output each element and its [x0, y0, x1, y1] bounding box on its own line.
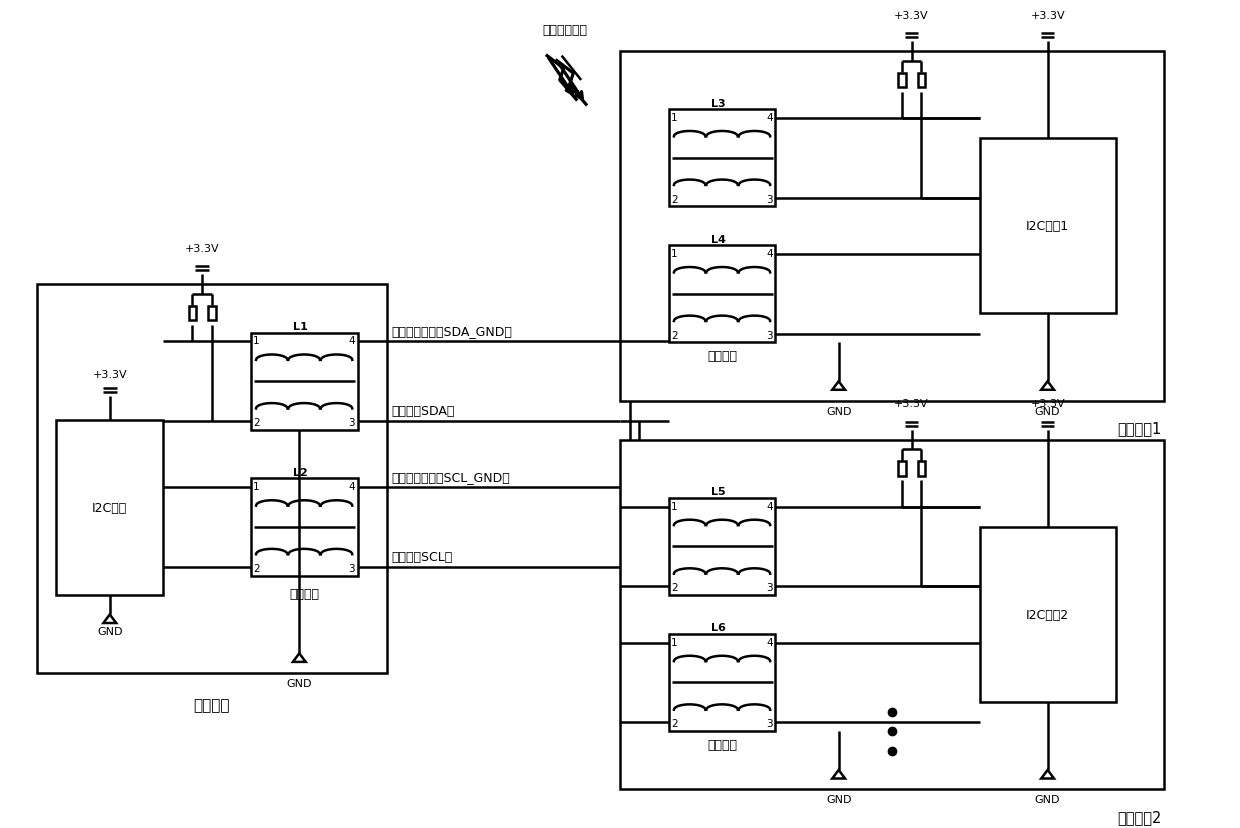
Bar — [668, 246, 775, 343]
Text: +3.3V: +3.3V — [894, 399, 929, 409]
Text: 2: 2 — [671, 719, 677, 729]
Text: +3.3V: +3.3V — [93, 370, 126, 380]
Text: +3.3V: +3.3V — [185, 243, 219, 253]
Text: 3: 3 — [348, 417, 355, 427]
Text: 1: 1 — [253, 336, 259, 346]
Text: 从机设备1: 从机设备1 — [1117, 421, 1162, 436]
Text: +3.3V: +3.3V — [894, 11, 929, 21]
Text: I2C从机1: I2C从机1 — [1025, 220, 1069, 233]
Bar — [250, 333, 357, 431]
Bar — [620, 51, 1164, 402]
Text: 4: 4 — [766, 501, 773, 511]
Text: L1: L1 — [294, 322, 309, 332]
Bar — [188, 306, 196, 321]
Text: 1: 1 — [671, 637, 677, 647]
Bar — [918, 462, 925, 476]
Text: 4: 4 — [348, 482, 355, 492]
Text: 2: 2 — [253, 417, 259, 427]
Bar — [668, 634, 775, 731]
Text: 1: 1 — [671, 248, 677, 258]
Text: I2C从机2: I2C从机2 — [1025, 609, 1069, 621]
Text: 3: 3 — [766, 583, 773, 593]
Text: GND: GND — [826, 794, 852, 804]
Text: 1: 1 — [671, 113, 677, 123]
Text: L2: L2 — [294, 467, 309, 478]
Text: 3: 3 — [766, 330, 773, 340]
Bar — [620, 440, 1164, 789]
Text: 共模电感: 共模电感 — [707, 349, 737, 363]
Text: 从机设备2: 从机设备2 — [1117, 809, 1162, 824]
Text: L6: L6 — [712, 623, 727, 633]
Text: GND: GND — [97, 626, 123, 636]
Text: GND: GND — [286, 678, 312, 688]
Bar — [37, 285, 387, 673]
Text: 时钟线信号地（SCL_GND）: 时钟线信号地（SCL_GND） — [392, 470, 511, 484]
Text: 4: 4 — [348, 336, 355, 346]
Text: L3: L3 — [712, 99, 725, 108]
Text: 3: 3 — [348, 563, 355, 573]
Text: 数据线信号地（SDA_GND）: 数据线信号地（SDA_GND） — [392, 325, 512, 338]
Bar — [668, 110, 775, 207]
Text: +3.3V: +3.3V — [1030, 11, 1065, 21]
Text: L4: L4 — [712, 234, 727, 244]
Text: 3: 3 — [766, 719, 773, 729]
Text: 共模电感: 共模电感 — [707, 738, 737, 751]
Bar — [668, 498, 775, 595]
Bar — [208, 306, 216, 321]
Text: 4: 4 — [766, 113, 773, 123]
Text: GND: GND — [826, 406, 852, 416]
Text: 2: 2 — [671, 583, 677, 593]
Text: 时钟线（SCL）: 时钟线（SCL） — [392, 551, 453, 563]
Text: 1: 1 — [253, 482, 259, 492]
Text: GND: GND — [1035, 406, 1060, 416]
Bar — [898, 462, 905, 476]
Bar — [980, 527, 1116, 702]
Text: 共模电感: 共模电感 — [289, 587, 319, 600]
Text: L5: L5 — [712, 487, 725, 497]
Text: +3.3V: +3.3V — [1030, 399, 1065, 409]
Bar — [898, 74, 905, 88]
Bar — [918, 74, 925, 88]
Text: 4: 4 — [766, 248, 773, 258]
Text: 3: 3 — [766, 195, 773, 205]
Text: 2: 2 — [253, 563, 259, 573]
Bar — [250, 479, 357, 576]
Text: 2: 2 — [671, 195, 677, 205]
Text: I2C主机: I2C主机 — [92, 502, 128, 514]
Text: 2: 2 — [671, 330, 677, 340]
Text: 主机设备: 主机设备 — [193, 697, 231, 712]
Text: GND: GND — [1035, 794, 1060, 804]
Bar — [56, 421, 164, 595]
Text: 1: 1 — [671, 501, 677, 511]
Text: 4: 4 — [766, 637, 773, 647]
Bar — [980, 139, 1116, 314]
Text: 外界干扰信号: 外界干扰信号 — [542, 24, 588, 37]
Text: 数据线（SDA）: 数据线（SDA） — [392, 405, 455, 417]
